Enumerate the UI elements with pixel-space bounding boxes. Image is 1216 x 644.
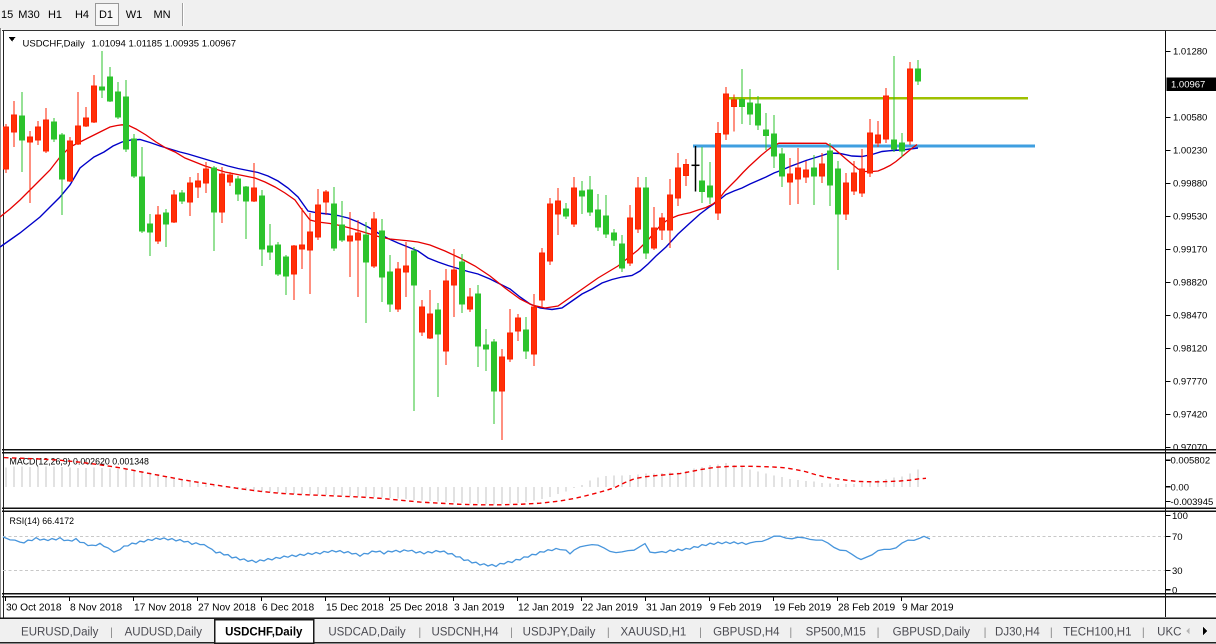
svg-text:USDCHF,Daily: USDCHF,Daily [23,39,86,50]
svg-text:DJ30,H4: DJ30,H4 [995,627,1040,639]
svg-text:|: | [789,627,792,639]
svg-text:0.98820: 0.98820 [1173,278,1207,289]
svg-text:|: | [510,627,513,639]
svg-text:D1: D1 [99,9,113,21]
svg-text:|: | [418,627,421,639]
svg-text:1.01094 1.01185 1.00935 1.0096: 1.01094 1.01185 1.00935 1.00967 [92,39,237,50]
svg-text:SP500,M15: SP500,M15 [806,627,866,639]
svg-text:1.00967: 1.00967 [1171,80,1205,91]
svg-text:17 Nov 2018: 17 Nov 2018 [134,603,192,614]
svg-text:15 Dec 2018: 15 Dec 2018 [326,603,384,614]
svg-text:19 Feb 2019: 19 Feb 2019 [774,603,832,614]
svg-text:USDCNH,H4: USDCNH,H4 [431,627,499,639]
svg-text:GBPUSD,Daily: GBPUSD,Daily [893,627,971,639]
svg-text:|: | [877,627,880,639]
svg-text:0.98120: 0.98120 [1173,344,1207,355]
svg-text:|: | [984,627,987,639]
svg-text:22 Jan 2019: 22 Jan 2019 [582,603,638,614]
svg-text:XAUUSD,H1: XAUUSD,H1 [620,627,686,639]
svg-text:0.99170: 0.99170 [1173,245,1207,256]
svg-text:|: | [1142,627,1145,639]
svg-text:|: | [1050,627,1053,639]
svg-text:0.99880: 0.99880 [1173,179,1207,190]
svg-text:0.98470: 0.98470 [1173,311,1207,322]
svg-text:AUDUSD,Daily: AUDUSD,Daily [125,627,203,639]
svg-text:27 Nov 2018: 27 Nov 2018 [198,603,256,614]
svg-text:100: 100 [1172,511,1188,522]
svg-text:GBPUSD,H4: GBPUSD,H4 [713,627,780,639]
svg-text:3 Jan 2019: 3 Jan 2019 [454,603,505,614]
svg-text:RSI(14) 66.4172: RSI(14) 66.4172 [10,516,75,526]
svg-text:0.005802: 0.005802 [1171,456,1211,467]
svg-text:|: | [110,627,113,639]
svg-text:30: 30 [1172,566,1183,577]
svg-text:0.97070: 0.97070 [1173,443,1207,454]
svg-text:9 Mar 2019: 9 Mar 2019 [902,603,954,614]
svg-text:H1: H1 [48,9,62,21]
svg-text:USDCAD,Daily: USDCAD,Daily [328,627,406,639]
svg-text:H4: H4 [75,9,89,21]
svg-text:9 Feb 2019: 9 Feb 2019 [710,603,762,614]
svg-text:6 Dec 2018: 6 Dec 2018 [262,603,314,614]
svg-text:1.01280: 1.01280 [1173,47,1207,58]
svg-text:28 Feb 2019: 28 Feb 2019 [838,603,896,614]
svg-text:|: | [607,627,610,639]
svg-text:MN: MN [153,9,170,21]
svg-text:-0.003945: -0.003945 [1171,497,1214,508]
svg-text:M30: M30 [18,9,39,21]
svg-text:0: 0 [1172,585,1177,596]
svg-text:TECH100,H1: TECH100,H1 [1063,627,1131,639]
svg-text:0.99530: 0.99530 [1173,212,1207,223]
svg-text:30 Oct 2018: 30 Oct 2018 [6,603,62,614]
svg-text:0.97770: 0.97770 [1173,377,1207,388]
svg-text:31 Jan 2019: 31 Jan 2019 [646,603,702,614]
svg-text:25 Dec 2018: 25 Dec 2018 [390,603,448,614]
svg-text:12 Jan 2019: 12 Jan 2019 [518,603,574,614]
svg-text:USDCHF,Daily: USDCHF,Daily [225,627,303,639]
svg-text:0.97420: 0.97420 [1173,410,1207,421]
svg-text:70: 70 [1172,532,1183,543]
svg-text:15: 15 [1,9,13,21]
svg-text:|: | [699,627,702,639]
svg-text:0.00: 0.00 [1171,482,1190,493]
svg-text:EURUSD,Daily: EURUSD,Daily [21,627,99,639]
svg-text:1.00230: 1.00230 [1173,146,1207,157]
svg-text:UKC: UKC [1157,627,1181,639]
svg-text:USDJPY,Daily: USDJPY,Daily [523,627,596,639]
svg-text:1.00580: 1.00580 [1173,113,1207,124]
svg-text:8 Nov 2018: 8 Nov 2018 [70,603,122,614]
svg-text:W1: W1 [126,9,143,21]
